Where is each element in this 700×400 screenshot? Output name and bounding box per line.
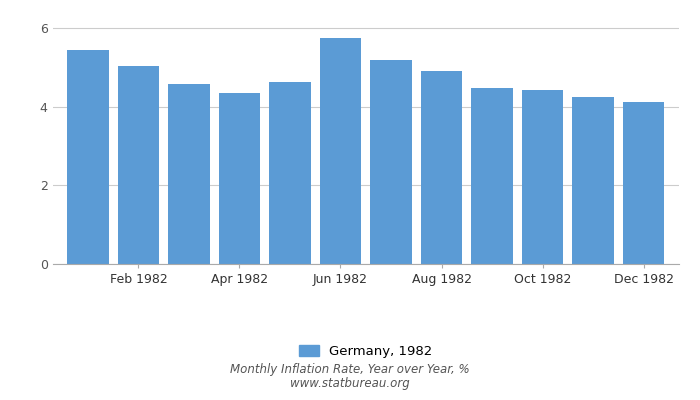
Bar bbox=[522, 90, 564, 264]
Bar bbox=[67, 50, 108, 264]
Bar bbox=[370, 60, 412, 264]
Bar bbox=[118, 66, 159, 264]
Bar bbox=[270, 82, 311, 264]
Text: www.statbureau.org: www.statbureau.org bbox=[290, 377, 410, 390]
Bar bbox=[218, 93, 260, 264]
Text: Monthly Inflation Rate, Year over Year, %: Monthly Inflation Rate, Year over Year, … bbox=[230, 364, 470, 376]
Bar bbox=[623, 102, 664, 264]
Bar bbox=[471, 88, 513, 264]
Bar bbox=[168, 84, 209, 264]
Bar bbox=[573, 97, 614, 264]
Bar bbox=[421, 71, 462, 264]
Legend: Germany, 1982: Germany, 1982 bbox=[294, 339, 438, 363]
Bar bbox=[320, 38, 361, 264]
